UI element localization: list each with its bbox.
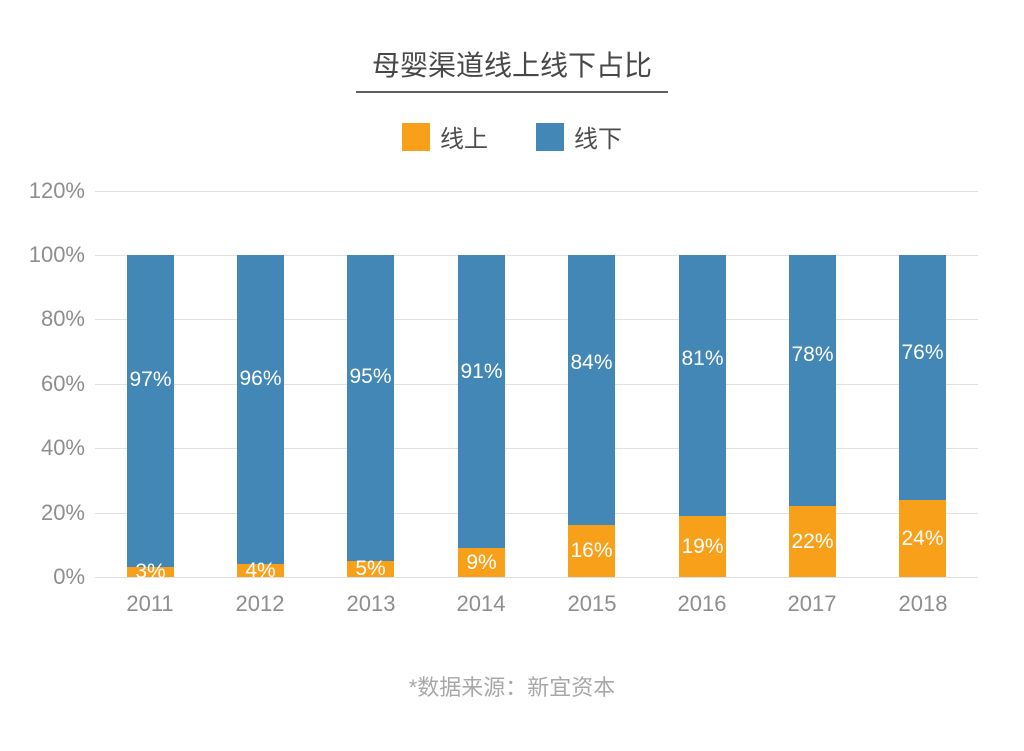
bar-label-offline-2011: 97% xyxy=(129,368,172,391)
bar-label-offline-2018: 76% xyxy=(901,341,944,364)
x-tick-label-2018: 2018 xyxy=(898,591,948,616)
bar-group-2015: 84% 16% xyxy=(568,255,615,577)
chart-title: 母婴渠道线上线下占比 xyxy=(355,44,668,93)
legend-item-offline: 线下 xyxy=(536,119,622,154)
bar-group-2012: 96% 4% xyxy=(237,255,284,581)
legend-label-online: 线上 xyxy=(440,126,488,153)
x-tick-label-2012: 2012 xyxy=(235,591,285,616)
y-tick-label-40: 40% xyxy=(40,435,85,460)
bar-label-offline-2016: 81% xyxy=(681,347,724,370)
y-tick-label-120: 120% xyxy=(28,178,85,203)
gridline-40 xyxy=(95,448,978,449)
x-tick-label-2013: 2013 xyxy=(346,591,396,616)
gridline-120 xyxy=(95,191,978,192)
y-tick-label-60: 60% xyxy=(40,371,85,396)
bar-label-offline-2015: 84% xyxy=(570,351,613,374)
bar-label-online-2012: 4% xyxy=(245,558,276,582)
bar-segment-online-2014: 9% xyxy=(458,548,505,577)
bar-segment-online-2015: 16% xyxy=(568,525,615,577)
legend-item-online: 线上 xyxy=(402,119,488,154)
bar-segment-online-2016: 19% xyxy=(679,516,726,577)
bar-label-online-2011: 3% xyxy=(135,560,166,583)
bar-label-online-2018: 24% xyxy=(901,526,944,550)
title-row: 母婴渠道线上线下占比 xyxy=(0,44,1024,93)
legend: 线上 线下 xyxy=(0,119,1024,154)
bar-label-online-2014: 9% xyxy=(466,550,497,574)
y-tick-label-0: 0% xyxy=(53,564,85,589)
bar-label-online-2013: 5% xyxy=(355,557,386,580)
y-tick-label-100: 100% xyxy=(28,242,85,267)
bar-group-2014: 91% 9% xyxy=(458,255,505,577)
x-tick-label-2017: 2017 xyxy=(787,591,837,616)
online-swatch-icon xyxy=(402,122,430,151)
x-tick-label-2014: 2014 xyxy=(456,591,506,616)
gridline-100 xyxy=(95,255,978,256)
bar-label-online-2016: 19% xyxy=(681,534,724,558)
gridline-20 xyxy=(95,513,978,514)
bar-segment-offline-2015: 84% xyxy=(568,255,615,525)
bar-segment-offline-2014: 91% xyxy=(458,255,505,548)
y-tick-label-20: 20% xyxy=(40,500,85,525)
bar-label-offline-2013: 95% xyxy=(349,365,392,388)
bar-segment-online-2012: 4% xyxy=(237,559,284,581)
bar-label-offline-2014: 91% xyxy=(460,360,503,383)
bar-segment-offline-2013: 95% xyxy=(347,255,394,561)
x-tick-label-2016: 2016 xyxy=(677,591,727,616)
bar-label-offline-2017: 78% xyxy=(791,343,834,366)
bar-segment-online-2018: 24% xyxy=(899,500,946,577)
bar-segment-offline-2016: 81% xyxy=(679,255,726,516)
bar-label-online-2015: 16% xyxy=(570,539,613,562)
legend-label-offline: 线下 xyxy=(574,126,622,153)
bar-segment-offline-2012: 96% xyxy=(237,255,284,564)
offline-swatch-icon xyxy=(536,122,564,151)
bar-segment-offline-2017: 78% xyxy=(789,255,836,506)
footnote: *数据来源：新宜资本 xyxy=(408,675,616,700)
bar-segment-offline-2011: 97% xyxy=(127,255,174,567)
x-tick-label-2015: 2015 xyxy=(567,591,617,616)
bar-segment-online-2013: 5% xyxy=(347,557,394,580)
bar-segment-online-2017: 22% xyxy=(789,506,836,577)
bar-group-2017: 78% 22% xyxy=(789,255,836,577)
gridline-0 xyxy=(95,577,978,578)
bar-group-2018: 76% 24% xyxy=(899,255,946,577)
gridline-60 xyxy=(95,384,978,385)
bar-label-online-2017: 22% xyxy=(791,529,834,553)
bar-group-2016: 81% 19% xyxy=(679,255,726,577)
bar-group-2011: 97% 3% xyxy=(127,255,174,583)
bar-segment-offline-2018: 76% xyxy=(899,255,946,500)
x-tick-label-2011: 2011 xyxy=(126,591,174,616)
y-tick-label-80: 80% xyxy=(40,306,85,331)
gridline-80 xyxy=(95,319,978,320)
bar-group-2013: 95% 5% xyxy=(347,255,394,580)
bar-label-offline-2012: 96% xyxy=(239,367,282,390)
bar-segment-online-2011: 3% xyxy=(127,561,174,583)
